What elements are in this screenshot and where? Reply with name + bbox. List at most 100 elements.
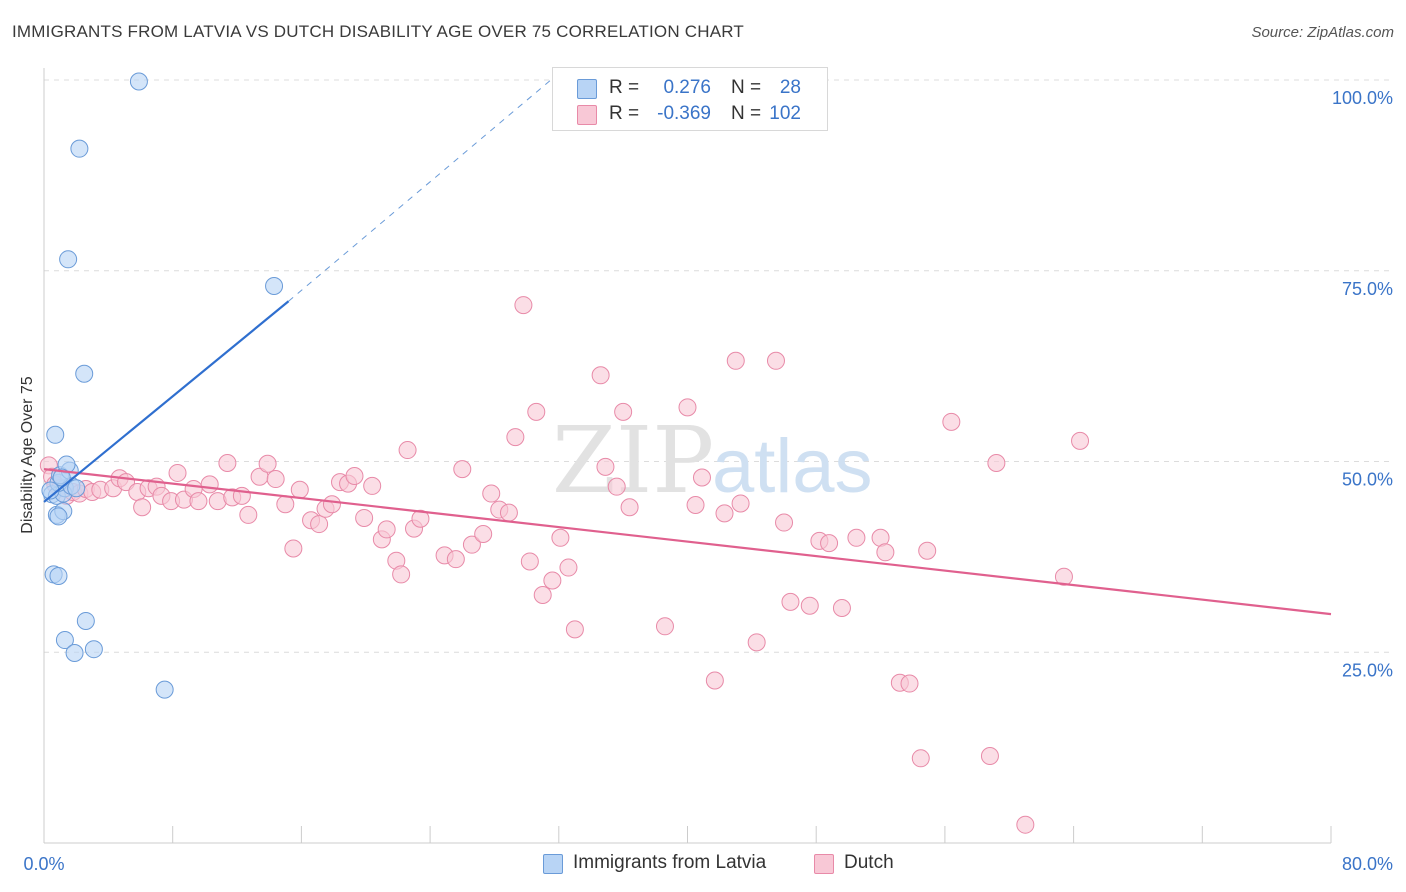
dutch-point [527, 402, 546, 421]
dutch-point [398, 441, 417, 460]
latvia-point [55, 631, 74, 650]
dutch-point [322, 495, 341, 514]
dutch-trend-line [43, 468, 1332, 616]
y-tick-labels: 25.0% 50.0% 75.0% 100.0% [1332, 88, 1393, 680]
latvia-point [49, 507, 68, 526]
dutch-point [474, 524, 493, 543]
dutch-point [453, 460, 472, 479]
dutch-point [596, 457, 615, 476]
dutch-point [377, 520, 396, 539]
dutch-point [446, 550, 465, 569]
dutch-point [520, 552, 539, 571]
x-tick-label: 80.0% [1342, 854, 1393, 874]
latvia-point [49, 566, 68, 585]
latvia-point [67, 479, 86, 498]
legend-n-value: 102 [769, 103, 801, 124]
legend-r-label: R = [609, 77, 640, 98]
dutch-point [847, 528, 866, 547]
dutch-point [980, 747, 999, 766]
dutch-point [290, 480, 309, 499]
dutch-point [551, 528, 570, 547]
legend-swatch-latvia [577, 79, 597, 99]
dutch-point [355, 508, 374, 527]
legend-n-value: 28 [779, 77, 801, 98]
dutch-point [987, 454, 1006, 473]
dutch-point [239, 505, 258, 524]
x-tick-label: 0.0% [23, 854, 64, 874]
legend-n-label: N = [731, 103, 762, 124]
dutch-point [900, 674, 919, 693]
bottom-legend-label-dutch: Dutch [844, 852, 894, 873]
dutch-point [462, 535, 481, 554]
latvia-point [265, 277, 284, 296]
dutch-point [678, 398, 697, 417]
dutch-point [607, 477, 626, 496]
latvia-point [65, 644, 84, 663]
dutch-point [591, 366, 610, 385]
latvia-point [76, 611, 95, 630]
dutch-point [218, 454, 237, 473]
dutch-point [533, 586, 552, 605]
latvia-trend-extension [288, 79, 552, 302]
dutch-point [258, 454, 277, 473]
chart-title: IMMIGRANTS FROM LATVIA VS DUTCH DISABILI… [12, 22, 744, 41]
dutch-point [363, 476, 382, 495]
dutch-point [655, 617, 674, 636]
latvia-point [46, 425, 65, 444]
latvia-point [59, 250, 78, 269]
y-tick-label: 100.0% [1332, 88, 1393, 108]
latvia-point [129, 72, 148, 91]
dutch-point [506, 428, 525, 447]
dutch-point [565, 620, 584, 639]
dutch-point [392, 565, 411, 584]
legend-r-value: -0.369 [657, 103, 711, 124]
dutch-point [614, 402, 633, 421]
dutch-point [168, 463, 187, 482]
trend-lines [43, 79, 1332, 616]
dutch-point [832, 598, 851, 617]
dutch-point [775, 513, 794, 532]
dutch-point [715, 504, 734, 523]
dutch-point [620, 498, 639, 517]
dutch-point [559, 558, 578, 577]
latvia-point [84, 640, 103, 659]
dutch-point [705, 671, 724, 690]
dutch-point [499, 503, 518, 522]
dutch-point [133, 498, 152, 517]
dutch-point [911, 749, 930, 768]
dutch-point [692, 468, 711, 487]
dutch-point [1016, 815, 1035, 834]
dutch-point [1071, 431, 1090, 450]
dutch-point [514, 296, 533, 315]
dutch-point [310, 515, 329, 534]
dutch-point [284, 539, 303, 558]
y-tick-label: 50.0% [1342, 470, 1393, 490]
dutch-point [942, 412, 961, 431]
dutch-point [189, 492, 208, 511]
dutch-point [345, 466, 364, 485]
legend-r-label: R = [609, 103, 640, 124]
dutch-point [411, 509, 430, 528]
dutch-point [918, 541, 937, 560]
legend-n-label: N = [731, 77, 762, 98]
dutch-point [200, 475, 219, 494]
x-ticks [172, 826, 1332, 843]
latvia-trend-line [43, 300, 290, 503]
dutch-point [800, 596, 819, 615]
dutch-point [726, 351, 745, 370]
latvia-points [41, 72, 284, 699]
latvia-point [155, 680, 174, 699]
legend-r-value: 0.276 [663, 77, 711, 98]
y-axis-title: Disability Age Over 75 [19, 376, 36, 534]
chart-source: Source: ZipAtlas.com [1251, 24, 1394, 41]
dutch-point [482, 484, 501, 503]
dutch-point [276, 495, 295, 514]
dutch-point [781, 592, 800, 611]
dutch-point [686, 495, 705, 514]
latvia-point [75, 364, 94, 383]
dutch-point [747, 633, 766, 652]
legend-row-latvia: R = 0.276 N = 28 [553, 76, 827, 100]
dutch-point [820, 534, 839, 553]
latvia-point [70, 139, 89, 158]
